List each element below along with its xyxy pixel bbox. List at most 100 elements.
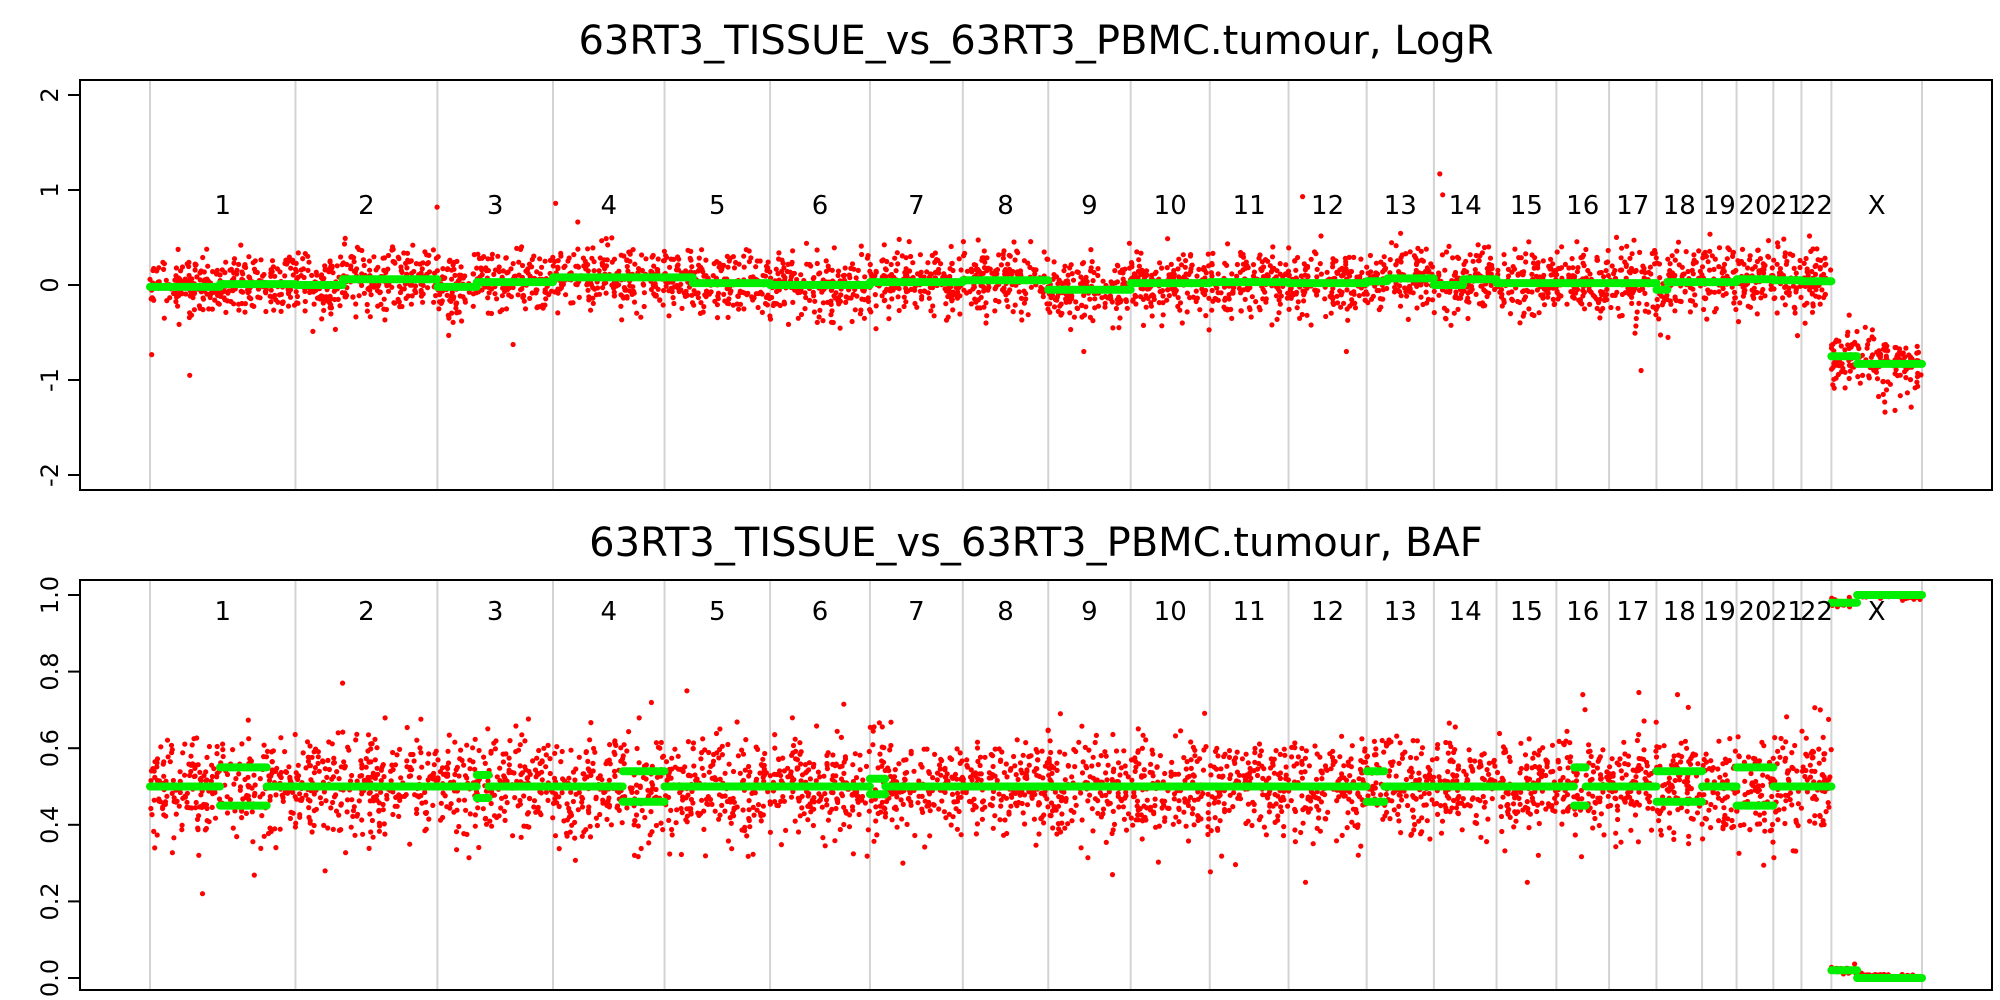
data-point (1297, 315, 1303, 321)
data-point (741, 264, 747, 270)
data-point (309, 272, 315, 278)
data-point (850, 807, 856, 813)
data-point (568, 789, 574, 795)
data-point (351, 259, 357, 265)
data-point (747, 824, 753, 830)
data-point (1845, 329, 1851, 335)
data-point (593, 815, 600, 821)
data-point (1574, 269, 1580, 275)
data-point (1771, 257, 1777, 263)
data-point (1453, 289, 1459, 295)
data-point (836, 301, 842, 307)
data-point (1488, 282, 1494, 288)
data-point (1399, 252, 1405, 258)
data-point (722, 793, 728, 799)
data-point (618, 252, 624, 258)
data-point (606, 777, 613, 783)
data-point (1675, 239, 1682, 245)
data-point (649, 829, 655, 835)
data-point (399, 303, 405, 310)
data-point (286, 764, 292, 770)
data-point (1782, 253, 1788, 260)
data-point (936, 762, 943, 768)
data-point (356, 293, 362, 299)
data-point (779, 268, 785, 274)
data-point (169, 790, 175, 797)
data-point (888, 261, 894, 268)
data-point (554, 744, 560, 750)
data-point (1575, 265, 1581, 271)
data-point (960, 239, 967, 245)
data-point (1327, 293, 1333, 299)
data-point (1914, 374, 1921, 380)
data-point (1543, 287, 1549, 293)
data-point (1810, 301, 1816, 307)
data-point (917, 288, 924, 294)
data-point (384, 283, 390, 289)
data-point (678, 767, 684, 773)
data-point (1501, 299, 1507, 306)
data-point (746, 815, 752, 822)
data-point (1642, 270, 1648, 276)
outlier-point (1081, 348, 1087, 355)
data-point (344, 809, 350, 815)
data-point (758, 818, 764, 824)
data-point (1396, 289, 1403, 295)
data-point (793, 756, 799, 762)
data-point (1002, 268, 1008, 274)
data-point (1021, 300, 1027, 306)
data-point (303, 792, 309, 798)
data-point (1329, 289, 1335, 295)
data-point (1774, 261, 1780, 267)
data-point (1653, 255, 1659, 261)
data-point (627, 258, 633, 264)
data-point (1487, 255, 1494, 261)
data-point (1786, 289, 1792, 296)
data-point (1081, 292, 1087, 298)
data-point (562, 778, 568, 784)
data-point (493, 738, 499, 744)
data-point (742, 767, 748, 773)
data-point (1732, 295, 1738, 301)
data-point (879, 293, 885, 299)
outlier-point (1343, 348, 1349, 355)
data-point (370, 834, 376, 840)
data-point (1242, 296, 1248, 302)
data-point (585, 246, 591, 252)
data-point (937, 766, 943, 772)
data-point (669, 832, 675, 838)
data-point (1045, 256, 1051, 262)
data-point (1413, 255, 1419, 261)
data-point (339, 262, 345, 268)
data-point (1812, 271, 1819, 277)
data-point (454, 807, 460, 813)
data-point (1509, 296, 1515, 302)
data-point (1384, 285, 1390, 292)
data-point (483, 815, 489, 822)
data-point (677, 790, 683, 796)
data-point (707, 796, 714, 803)
data-point (570, 798, 577, 805)
data-point (198, 777, 204, 784)
data-point (280, 299, 286, 305)
data-point (1701, 295, 1707, 301)
data-point (440, 814, 446, 821)
data-point (175, 303, 181, 309)
data-point (302, 298, 308, 305)
data-point (422, 828, 428, 834)
data-point (187, 772, 193, 779)
data-point (341, 765, 348, 771)
data-point (287, 815, 293, 822)
data-point (1649, 250, 1655, 257)
data-point (1862, 324, 1868, 330)
data-point (857, 752, 863, 758)
data-point (403, 295, 409, 301)
data-point (425, 760, 431, 766)
data-point (753, 744, 759, 750)
data-point (510, 261, 516, 267)
data-point (164, 793, 170, 799)
data-point (748, 255, 754, 261)
data-point (799, 793, 805, 799)
data-point (416, 775, 422, 781)
data-point (639, 807, 645, 814)
